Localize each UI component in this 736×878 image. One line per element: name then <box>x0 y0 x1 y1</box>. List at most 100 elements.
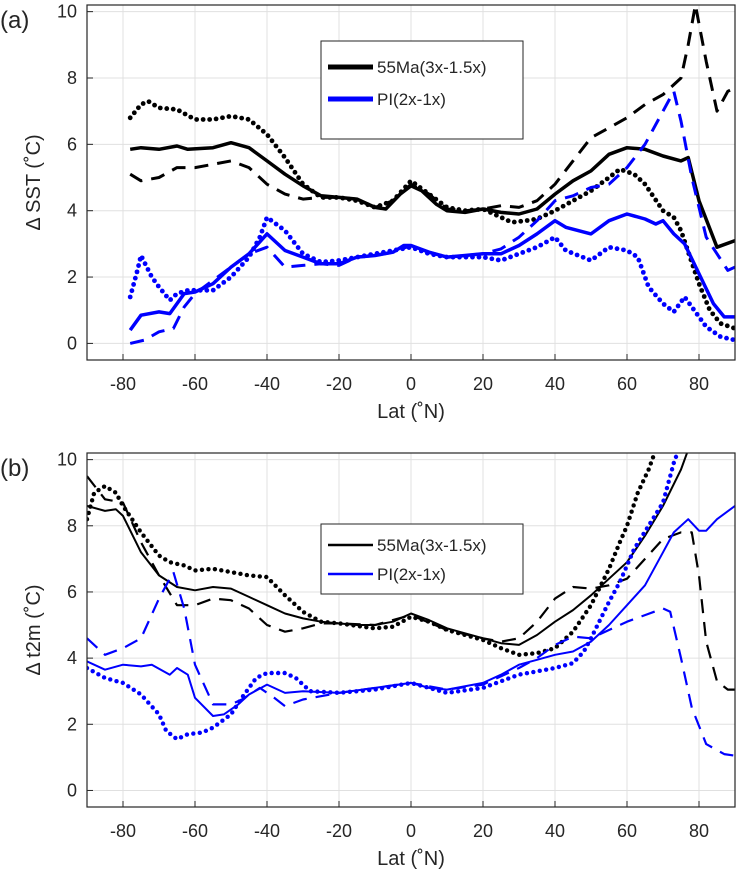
x-tick-label: -40 <box>254 374 280 394</box>
data-point <box>610 557 615 563</box>
data-point <box>261 222 267 228</box>
data-point <box>120 680 125 686</box>
data-point <box>730 337 735 342</box>
data-point <box>354 689 359 694</box>
data-point <box>437 253 443 259</box>
data-point <box>492 643 498 648</box>
data-point <box>313 616 318 621</box>
data-point <box>512 674 517 679</box>
data-point <box>636 257 642 263</box>
data-point <box>437 624 443 629</box>
panel-label: (b) <box>0 455 29 482</box>
data-point <box>163 557 168 562</box>
data-point <box>657 297 663 303</box>
data-point <box>418 248 424 254</box>
data-point <box>141 533 146 538</box>
data-point <box>481 637 486 643</box>
data-point <box>554 644 560 649</box>
data-point <box>576 620 582 626</box>
data-point <box>194 117 200 122</box>
data-point <box>443 690 448 695</box>
data-point <box>101 484 107 489</box>
data-point <box>620 168 626 173</box>
data-point <box>307 613 312 618</box>
data-point <box>269 138 275 144</box>
data-point <box>612 589 617 595</box>
plot-area <box>127 5 735 345</box>
data-point <box>112 490 118 495</box>
data-point <box>562 247 568 253</box>
data-point <box>325 620 330 625</box>
y-tick-label: 4 <box>67 648 77 668</box>
data-point <box>259 228 265 234</box>
series-55ma-solid <box>87 453 689 646</box>
x-axis-label: Lat (˚N) <box>377 401 445 423</box>
data-point <box>351 623 356 628</box>
data-point <box>157 105 163 111</box>
data-point <box>320 195 326 200</box>
data-point <box>499 678 505 684</box>
data-point <box>436 688 442 693</box>
data-point <box>296 606 302 611</box>
data-point <box>483 255 488 260</box>
data-point <box>638 485 643 490</box>
data-point <box>127 294 133 300</box>
data-point <box>532 245 538 251</box>
data-point <box>184 732 190 737</box>
y-tick-label: 2 <box>67 714 77 734</box>
data-point <box>450 254 456 260</box>
data-point <box>152 278 157 284</box>
data-point <box>572 197 577 203</box>
data-point <box>129 288 135 294</box>
data-point <box>643 276 648 281</box>
data-point <box>455 689 461 694</box>
plot-area <box>87 453 735 757</box>
data-point <box>132 275 138 281</box>
data-point <box>543 212 549 218</box>
data-point <box>660 208 666 214</box>
y-tick-label: 8 <box>67 516 77 536</box>
data-point <box>631 548 636 553</box>
data-point <box>393 247 399 253</box>
data-point <box>288 164 294 170</box>
data-point <box>657 203 662 208</box>
data-point <box>679 298 685 304</box>
data-point <box>634 542 639 548</box>
data-point <box>526 247 532 253</box>
data-point <box>502 256 507 262</box>
data-point <box>131 282 137 287</box>
data-point <box>178 735 184 740</box>
legend-label-55ma: 55Ma(3x-1.5x) <box>377 58 487 77</box>
data-point <box>273 583 278 588</box>
data-point <box>191 287 197 293</box>
data-point <box>238 571 243 577</box>
data-point <box>537 668 542 674</box>
legend-label-pi: PI(2x-1x) <box>377 90 446 109</box>
data-point <box>615 584 620 589</box>
data-point <box>137 528 142 533</box>
data-point <box>649 192 655 198</box>
data-point <box>373 687 378 692</box>
data-point <box>486 640 492 645</box>
y-tick-label: 6 <box>67 582 77 602</box>
data-point <box>422 189 428 194</box>
data-point <box>257 234 263 240</box>
data-point <box>707 326 712 332</box>
data-point <box>615 545 620 551</box>
data-point <box>346 196 352 202</box>
data-point <box>631 503 636 508</box>
data-point <box>146 99 152 105</box>
data-point <box>712 330 718 336</box>
data-point <box>114 678 119 684</box>
data-point <box>628 554 634 559</box>
data-point <box>231 570 237 575</box>
series-pi-dotted <box>87 454 679 741</box>
x-tick-label: 80 <box>689 821 709 841</box>
data-point <box>379 686 385 691</box>
data-point <box>602 575 607 580</box>
data-point <box>268 217 274 223</box>
data-point <box>254 240 260 246</box>
data-point <box>645 282 651 288</box>
series-pi-dashed <box>129 89 735 345</box>
